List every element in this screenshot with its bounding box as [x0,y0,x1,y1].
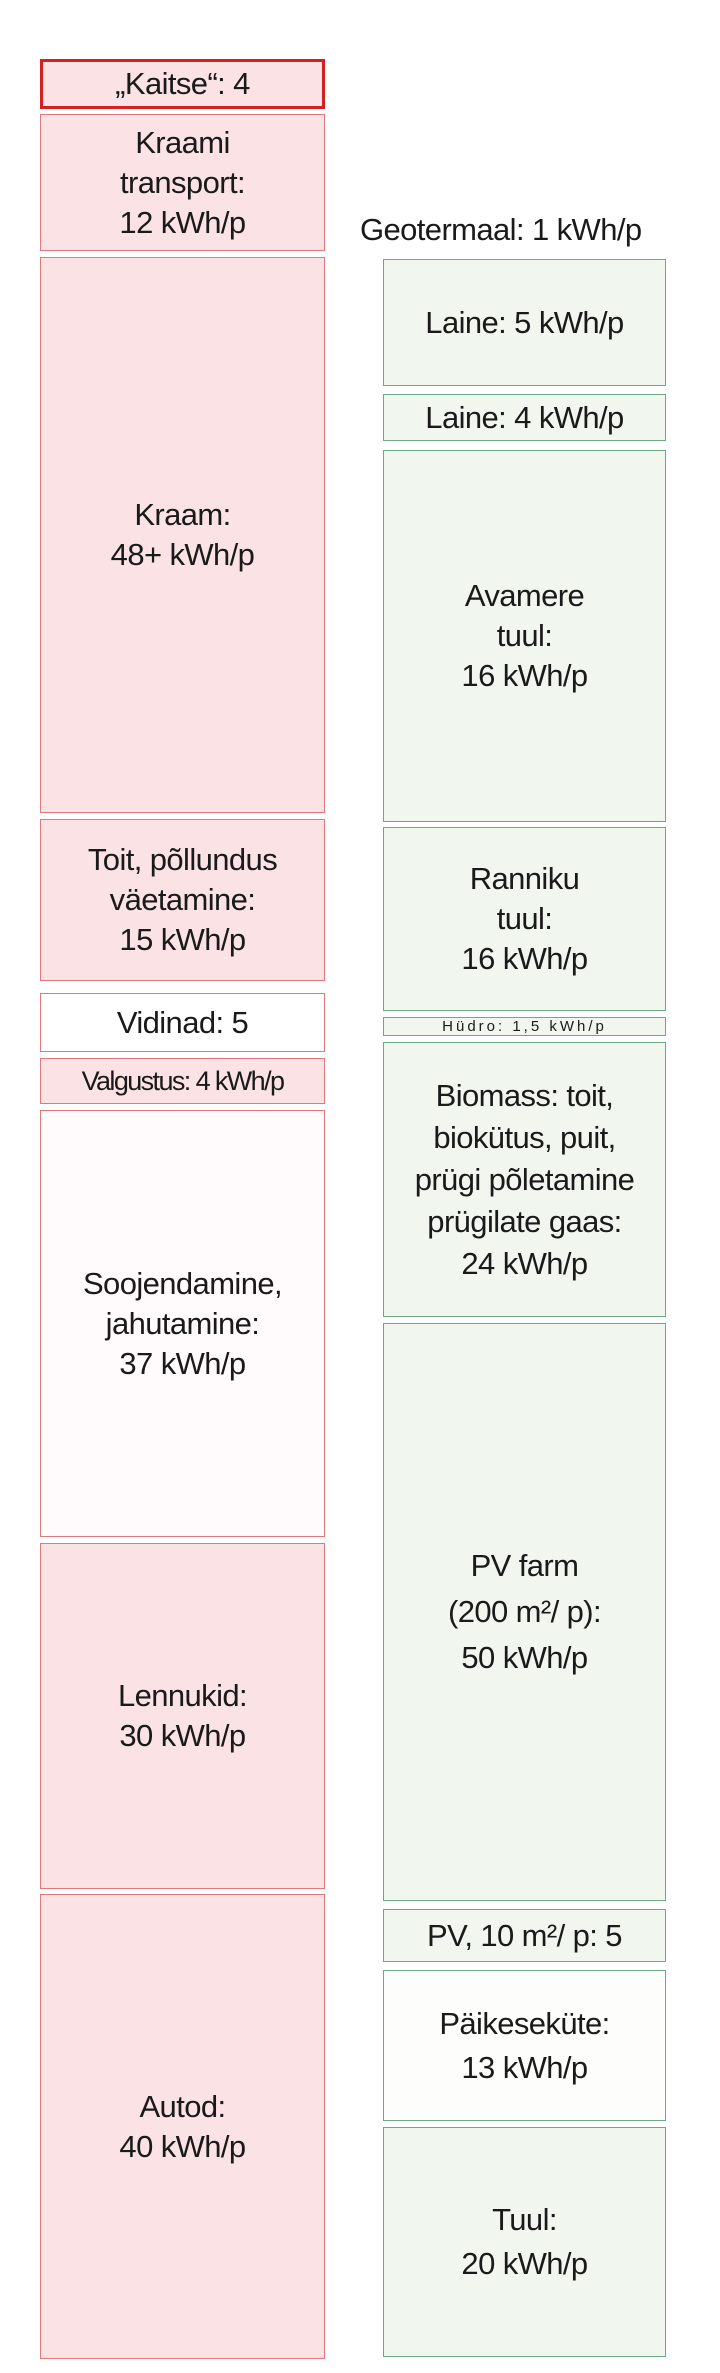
biomass-box: Biomass: toit, biokütus, puit, prügi põl… [383,1042,666,1317]
tide-box: Laine: 4 kWh/p [383,394,666,441]
heating-cooling-box: Soojendamine, jahutamine: 37 kWh/p [40,1110,325,1537]
geothermal-label: Geotermaal: 1 kWh/p [360,212,642,247]
gadgets-box: Vidinad: 5 [40,993,325,1052]
lighting-box: Valgustus: 4 kWh/p [40,1058,325,1104]
pv-roof-box: PV, 10 m²/ p: 5 [383,1909,666,1962]
freight-transport-box: Kraami transport: 12 kWh/p [40,114,325,251]
solar-heating-box: Päikeseküte: 13 kWh/p [383,1970,666,2121]
food-farming-box: Toit, põllundus väetamine: 15 kWh/p [40,819,325,981]
defence-box: „Kaitse“: 4 [40,59,325,109]
pv-farm-box: PV farm (200 m²/ p): 50 kWh/p [383,1323,666,1901]
shallow-offshore-wind-box: Ranniku tuul: 16 kWh/p [383,827,666,1011]
hydro-box: Hüdro: 1,5 kWh/p [383,1017,666,1036]
cars-box: Autod: 40 kWh/p [40,1894,325,2359]
wave-box: Laine: 5 kWh/p [383,259,666,386]
planes-box: Lennukid: 30 kWh/p [40,1543,325,1889]
wind-box: Tuul: 20 kWh/p [383,2127,666,2357]
stuff-box: Kraam: 48+ kWh/p [40,257,325,813]
offshore-wind-box: Avamere tuul: 16 kWh/p [383,450,666,822]
